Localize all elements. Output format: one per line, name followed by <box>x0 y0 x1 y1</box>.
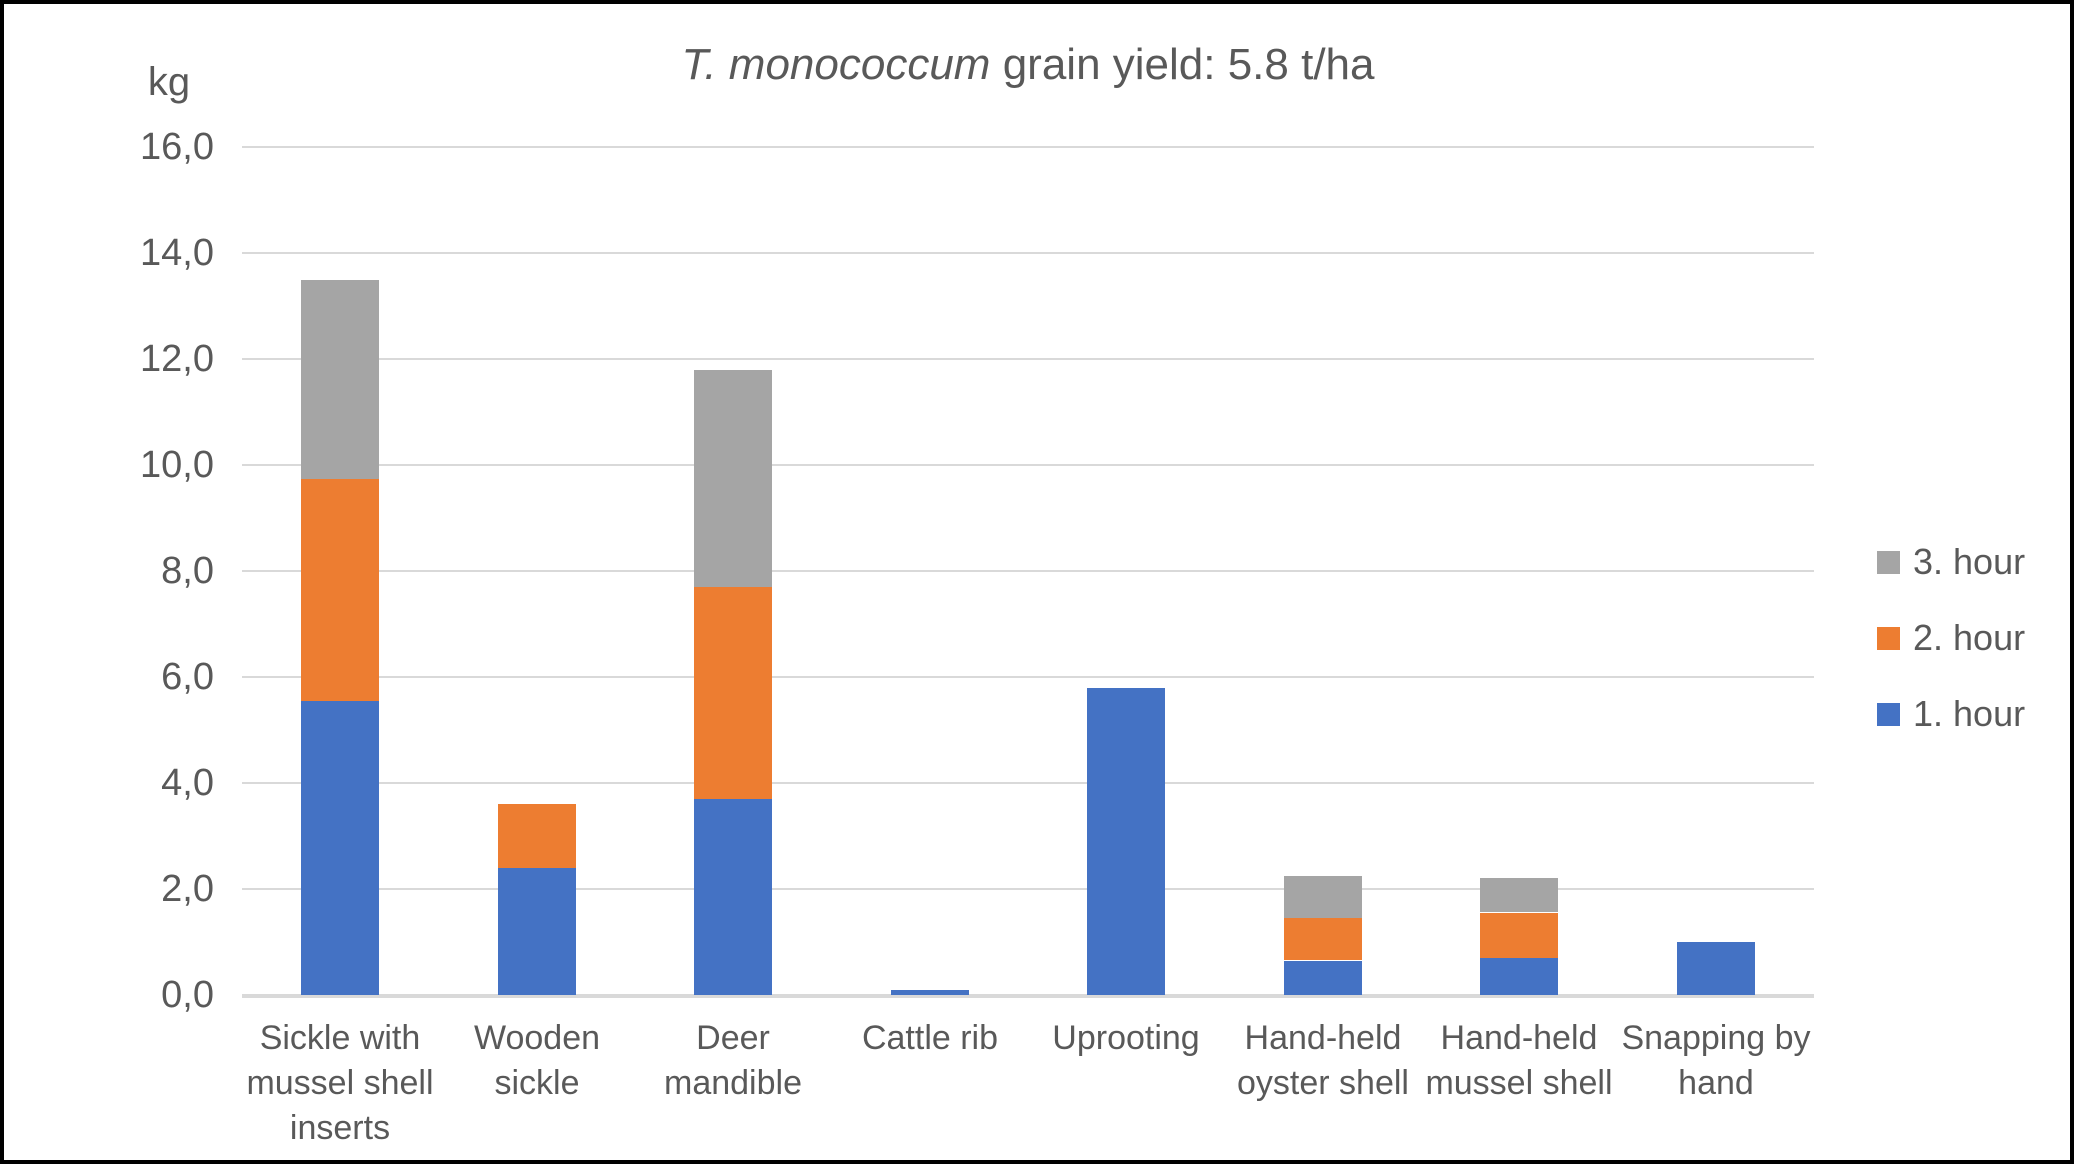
y-tick-label: 14,0 <box>140 232 214 274</box>
bar-segment <box>1677 942 1755 995</box>
y-axis-unit-label: kg <box>147 60 191 104</box>
bar-segment <box>498 804 576 868</box>
chart-title: T. monococcum grain yield: 5.8 t/ha <box>242 40 1814 90</box>
bar-segment <box>694 799 772 995</box>
bar-segment <box>1087 688 1165 995</box>
x-category-label: Snapping by hand <box>1621 1019 1811 1102</box>
bar-segment <box>1284 918 1362 960</box>
gridline <box>242 782 1814 784</box>
x-category-label: Hand-held mussel shell <box>1425 1019 1613 1102</box>
x-category-label: Cattle rib <box>861 1019 999 1057</box>
bar-segment <box>891 990 969 995</box>
x-category-label: Sickle with mussel shell inserts <box>246 1019 434 1147</box>
legend: 3. hour 2. hour 1. hour <box>1877 541 2026 772</box>
gridline <box>242 676 1814 678</box>
gridline <box>242 464 1814 466</box>
gridline <box>242 252 1814 254</box>
x-category-label: Hand-held oyster shell <box>1237 1019 1409 1102</box>
gridline <box>242 146 1814 148</box>
bar-segment <box>1284 876 1362 918</box>
x-category-label: Uprooting <box>1052 1019 1200 1057</box>
legend-label: 3. hour <box>1913 541 2026 582</box>
y-tick-label: 0,0 <box>161 974 214 1016</box>
y-tick-label: 4,0 <box>161 762 214 804</box>
x-category-label: Wooden sickle <box>473 1019 601 1102</box>
legend-swatch <box>1877 702 1900 726</box>
bar-segment <box>498 868 576 995</box>
bar-segment <box>301 478 379 701</box>
bar-segment <box>1284 961 1362 995</box>
gridline <box>242 888 1814 890</box>
legend-item: 2. hour <box>1877 617 2026 658</box>
bar-segment <box>1480 878 1558 912</box>
y-tick-label: 12,0 <box>140 338 214 380</box>
legend-item: 1. hour <box>1877 693 2026 734</box>
y-tick-label: 10,0 <box>140 444 214 486</box>
bar-segment <box>1480 913 1558 958</box>
gridline <box>242 570 1814 572</box>
legend-label: 2. hour <box>1913 617 2026 658</box>
x-axis-line <box>242 994 1814 998</box>
legend-label: 1. hour <box>1913 693 2026 734</box>
chart-title-species: T. monococcum <box>681 40 991 89</box>
x-category-label: Deer mandible <box>664 1019 802 1102</box>
gridline <box>242 358 1814 360</box>
y-tick-label: 16,0 <box>140 126 214 168</box>
legend-swatch <box>1877 626 1900 650</box>
bar-segment <box>1480 958 1558 995</box>
legend-item: 3. hour <box>1877 541 2026 582</box>
y-tick-label: 6,0 <box>161 656 214 698</box>
legend-swatch <box>1877 550 1900 574</box>
bar-segment <box>694 587 772 799</box>
bar-segment <box>301 701 379 995</box>
bar-segment <box>694 370 772 587</box>
chart-title-text: grain yield: 5.8 t/ha <box>990 40 1375 89</box>
bar-segment <box>301 280 379 479</box>
y-tick-label: 2,0 <box>161 868 214 910</box>
y-tick-label: 8,0 <box>161 550 214 592</box>
